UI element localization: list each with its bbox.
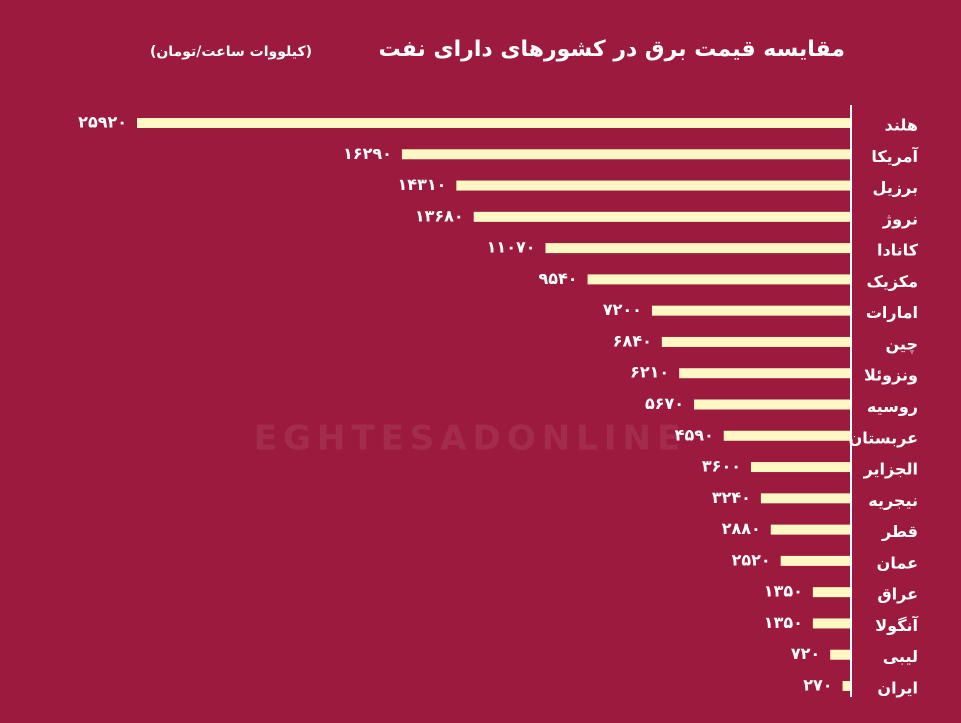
bar (830, 649, 850, 660)
category-label: کانادا (877, 241, 919, 260)
category-label: قطر (881, 522, 918, 541)
value-label: ۷۲۰۰ (603, 300, 642, 319)
value-label: ۱۳۵۰ (764, 582, 803, 601)
category-label: امارات (866, 303, 918, 322)
value-label: ۳۶۰۰ (702, 457, 741, 476)
value-label: ۴۵۹۰ (675, 425, 714, 444)
category-label: الجزایر (863, 460, 918, 479)
value-label: ۹۵۴۰ (539, 269, 578, 288)
chart-title: مقایسه قیمت برق در کشورهای دارای نفت (378, 37, 845, 62)
value-label: ۲۵۲۰ (732, 550, 771, 569)
bar (587, 274, 850, 285)
bar (812, 587, 850, 598)
bar (473, 211, 850, 222)
category-label: آمریکا (871, 146, 918, 166)
chart-subtitle: (کیلووات ساعت/تومان) (150, 44, 312, 60)
category-label: ونزوئلا (864, 366, 918, 385)
value-label: ۱۱۰۷۰ (487, 238, 536, 257)
bar (137, 118, 850, 128)
value-label: ۱۳۶۸۰ (415, 206, 464, 225)
value-label: ۶۲۱۰ (630, 363, 669, 382)
category-label: برزیل (873, 178, 918, 197)
value-label: ۱۶۲۹۰ (343, 144, 392, 163)
bar (750, 462, 850, 473)
watermark: EGHTESADONLINE (254, 419, 686, 459)
bar (651, 305, 850, 316)
category-label: روسیه (867, 397, 918, 416)
category-label: چین (886, 334, 918, 354)
value-label: ۱۳۵۰ (764, 613, 803, 632)
bar (780, 555, 850, 566)
category-label: لیبی (883, 647, 918, 666)
category-label: نروژ (882, 209, 918, 228)
category-label: عربستان (849, 428, 918, 447)
bar (456, 180, 850, 191)
category-label: هلند (885, 116, 918, 135)
value-label: ۵۶۷۰ (645, 394, 684, 413)
bar (694, 399, 850, 410)
bar (545, 243, 850, 254)
value-label: ۱۴۳۱۰ (398, 175, 447, 194)
category-label: نیجریه (868, 491, 918, 510)
bar (842, 681, 850, 691)
category-label: عمان (877, 553, 918, 572)
bar (401, 149, 850, 160)
bar (770, 524, 850, 535)
bar (679, 368, 850, 379)
value-label: ۳۲۴۰ (712, 488, 751, 507)
value-label: ۲۷۰ (803, 676, 832, 695)
value-label: ۲۵۹۲۰ (78, 113, 127, 132)
value-label: ۲۸۸۰ (722, 519, 761, 538)
bar (760, 493, 850, 504)
bar (661, 336, 850, 347)
category-label: آنگولا (875, 615, 918, 635)
category-label: عراق (877, 585, 918, 604)
category-label: ایران (877, 679, 918, 698)
bar (812, 618, 850, 629)
category-label: مکزیک (866, 272, 918, 291)
value-label: ۷۲۰ (791, 644, 820, 663)
value-label: ۶۸۴۰ (613, 331, 652, 350)
bar (723, 430, 850, 441)
